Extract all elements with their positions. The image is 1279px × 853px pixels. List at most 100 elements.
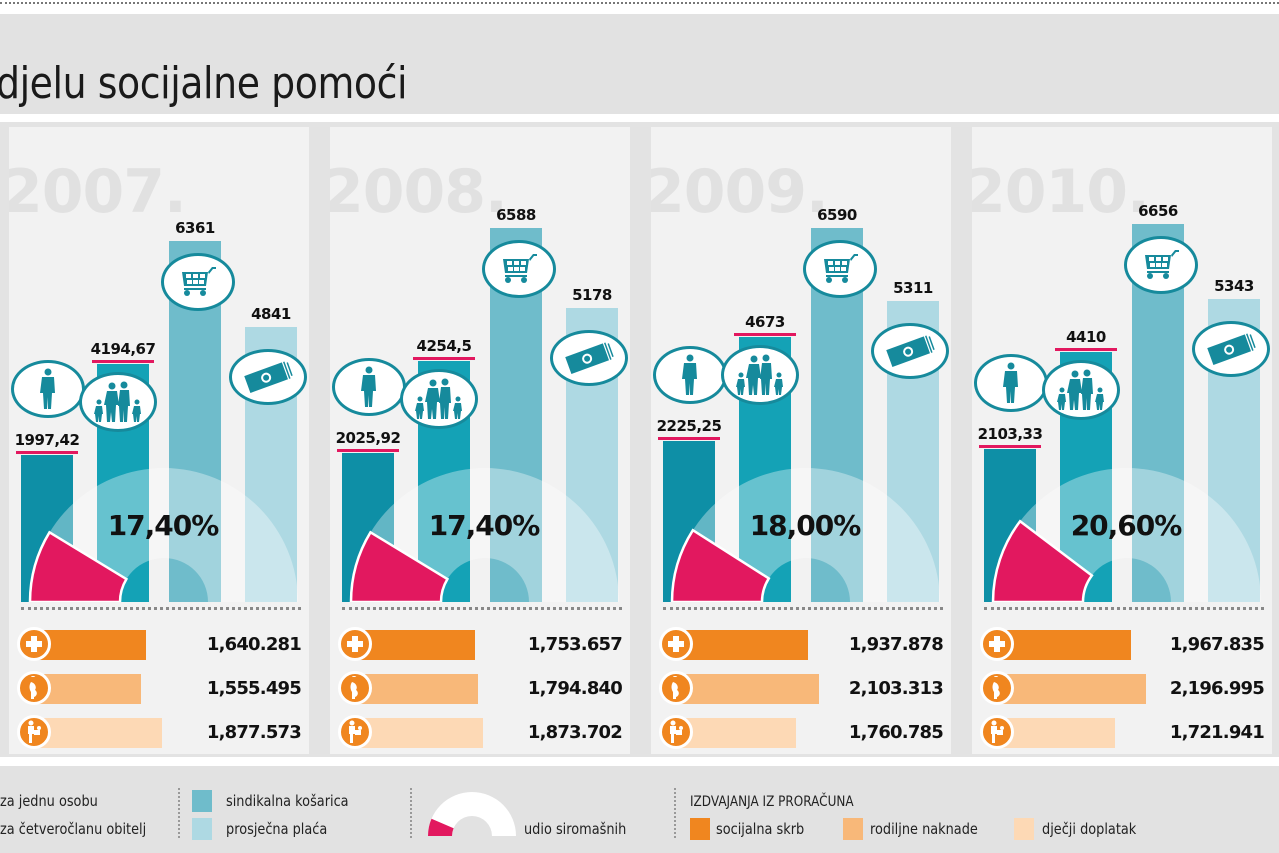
pregnant-woman-icon: [980, 671, 1014, 705]
legend-single-label: za jednu osobu: [0, 792, 98, 810]
value-salary: 4841: [251, 305, 291, 323]
poverty-percentage: 17,40%: [107, 509, 220, 542]
budget-row: 1,877.573: [17, 715, 307, 749]
cross-icon: [659, 627, 693, 661]
legend-separator: [178, 788, 180, 838]
value-single: 2103,33: [977, 425, 1043, 443]
shopping-cart-icon: [803, 240, 877, 298]
budget-value: 1,555.495: [206, 678, 302, 699]
poverty-percentage: 18,00%: [749, 509, 862, 542]
legend-separator: [410, 788, 412, 838]
poverty-line-marker: [658, 437, 720, 440]
budget-row: 1,873.702: [338, 715, 628, 749]
budget-bar: [358, 674, 478, 704]
legend: za jednu osobu za četveročlanu obitelj s…: [0, 766, 1279, 853]
poverty-line-marker: [413, 357, 475, 360]
legend-child-label: dječji doplatak: [1042, 820, 1137, 838]
value-salary: 5311: [893, 279, 933, 297]
year-label: 2008.: [330, 157, 508, 227]
legend-maternity-swatch: [843, 818, 863, 840]
legend-poverty-label: udio siromašnih: [524, 820, 627, 838]
money-icon: [1192, 321, 1270, 377]
budget-row: 1,794.840: [338, 671, 628, 705]
year-panel: 2008. 2025,92 4254,5 6588 5178 17,40% 1,753.…: [330, 127, 630, 754]
year-label: 2009.: [651, 157, 829, 227]
budget-value: 2,196.995: [1169, 678, 1265, 699]
poverty-line-marker: [92, 360, 154, 363]
legend-budget-title: IZDVAJANJA IZ PRORAČUNA: [690, 794, 854, 810]
dotted-divider: [342, 607, 622, 610]
poverty-share-gauge: [991, 468, 1261, 602]
money-icon: [871, 323, 949, 379]
value-family: 4194,67: [90, 340, 156, 358]
budget-row: 1,555.495: [17, 671, 307, 705]
value-basket: 6656: [1138, 202, 1178, 220]
poverty-line-marker: [1055, 348, 1117, 351]
poverty-line-marker: [337, 449, 399, 452]
person-icon: [653, 346, 727, 404]
value-basket: 6361: [175, 219, 215, 237]
budget-bar: [37, 718, 162, 748]
year-label: 2007.: [9, 157, 187, 227]
budget-bar: [358, 718, 483, 748]
budget-row: 1,721.941: [980, 715, 1270, 749]
budget-value: 1,753.657: [527, 634, 623, 655]
legend-family-label: za četveročlanu obitelj: [0, 820, 147, 838]
value-family: 4254,5: [416, 337, 472, 355]
value-salary: 5343: [1214, 277, 1254, 295]
year-panel: 2010. 2103,33 4410 6656 5343 20,60% 1,967.83…: [972, 127, 1272, 754]
budget-bar: [37, 674, 141, 704]
year-label: 2010.: [972, 157, 1150, 227]
budget-row: 1,760.785: [659, 715, 949, 749]
value-salary: 5178: [572, 286, 612, 304]
legend-maternity-label: rodiljne naknade: [870, 820, 978, 838]
pregnant-woman-icon: [338, 671, 372, 705]
shopping-cart-icon: [161, 253, 235, 311]
money-icon: [550, 330, 628, 386]
budget-bar: [679, 630, 808, 660]
budget-bar: [679, 674, 819, 704]
poverty-percentage: 17,40%: [428, 509, 541, 542]
budget-row: 1,937.878: [659, 627, 949, 661]
budget-value: 1,873.702: [527, 722, 623, 743]
cross-icon: [17, 627, 51, 661]
legend-welfare-swatch: [690, 818, 710, 840]
budget-bar: [1000, 630, 1131, 660]
legend-separator: [674, 788, 676, 838]
budget-bar: [358, 630, 475, 660]
shopping-cart-icon: [482, 240, 556, 298]
pregnant-woman-icon: [17, 671, 51, 705]
family-icon: [400, 369, 478, 429]
budget-bar: [37, 630, 146, 660]
budget-value: 1,877.573: [206, 722, 302, 743]
budget-row: 2,103.313: [659, 671, 949, 705]
budget-value: 1,721.941: [1169, 722, 1265, 743]
budget-row: 1,967.835: [980, 627, 1270, 661]
money-icon: [229, 349, 307, 405]
pregnant-woman-icon: [659, 671, 693, 705]
year-panel: 2009. 2225,25 4673 6590 5311 18,00% 1,937.87…: [651, 127, 951, 754]
legend-child-swatch: [1014, 818, 1034, 840]
page-title: djelu socijalne pomoći: [0, 58, 408, 109]
budget-bar: [1000, 718, 1115, 748]
shopping-cart-icon: [1124, 236, 1198, 294]
legend-basket-swatch: [192, 790, 212, 812]
poverty-percentage: 20,60%: [1070, 509, 1183, 542]
person-icon: [11, 360, 85, 418]
value-family: 4673: [745, 313, 785, 331]
top-dotted-rule: [0, 2, 1279, 4]
value-single: 2225,25: [656, 417, 722, 435]
value-single: 1997,42: [14, 431, 80, 449]
poverty-line-marker: [979, 445, 1041, 448]
legend-salary-swatch: [192, 818, 212, 840]
cross-icon: [980, 627, 1014, 661]
poverty-share-gauge: [670, 468, 940, 602]
dotted-divider: [663, 607, 943, 610]
dotted-divider: [984, 607, 1264, 610]
cross-icon: [338, 627, 372, 661]
poverty-share-gauge: [349, 468, 619, 602]
budget-row: 1,753.657: [338, 627, 628, 661]
budget-value: 1,967.835: [1169, 634, 1265, 655]
header: [0, 14, 1279, 114]
family-icon: [79, 372, 157, 432]
